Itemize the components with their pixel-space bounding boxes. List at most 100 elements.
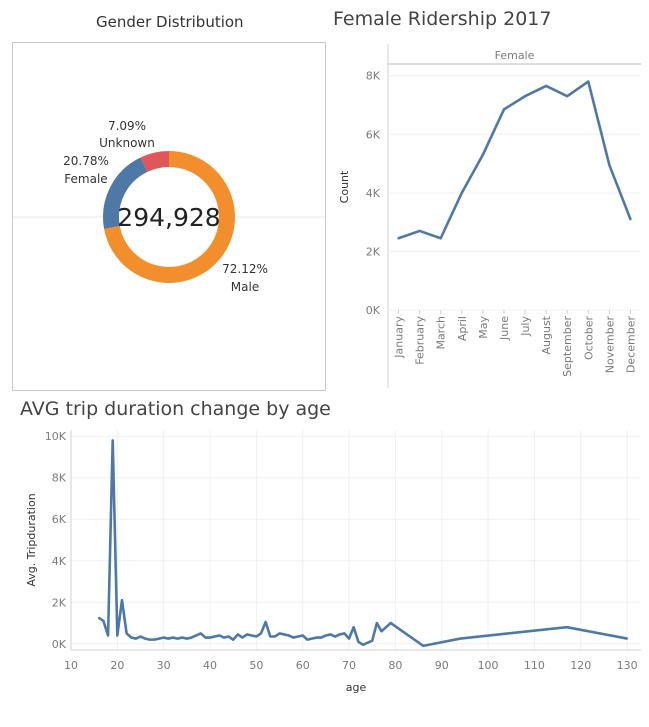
trip-data-point xyxy=(338,633,341,636)
trip-data-point xyxy=(278,632,281,635)
trip-y-tick-label: 0K xyxy=(52,638,67,651)
trip-x-tick-label: 80 xyxy=(388,659,402,672)
trip-data-point xyxy=(626,637,629,640)
trip-data-point xyxy=(195,634,198,637)
ridership-y-tick-label: 4K xyxy=(366,187,381,200)
ridership-y-axis-title: Count xyxy=(338,170,351,203)
ridership-y-tick-label: 6K xyxy=(366,128,381,141)
trip-data-point xyxy=(246,633,249,636)
trip-data-point xyxy=(389,622,392,625)
trip-data-point xyxy=(116,634,119,637)
trip-data-point xyxy=(329,633,332,636)
trip-data-point xyxy=(148,638,151,641)
trip-data-point xyxy=(125,632,128,635)
trip-data-point xyxy=(209,636,212,639)
donut-label-male-percent: 72.12% xyxy=(222,262,268,276)
trip-data-point xyxy=(162,636,165,639)
trip-x-tick-label: 120 xyxy=(570,659,591,672)
trip-data-point xyxy=(310,637,313,640)
ridership-data-point xyxy=(523,95,527,98)
trip-data-point xyxy=(255,635,258,638)
trip-data-point xyxy=(306,638,309,641)
trip-data-point xyxy=(287,634,290,637)
ridership-data-point xyxy=(587,80,590,83)
ridership-data-point xyxy=(502,108,506,111)
trip-y-tick-label: 4K xyxy=(52,555,67,568)
trip-x-tick-label: 70 xyxy=(342,659,356,672)
trip-y-tick-label: 10K xyxy=(45,430,67,443)
trip-data-point xyxy=(348,637,351,640)
trip-data-point xyxy=(361,643,364,646)
donut-slice-female xyxy=(103,157,148,229)
trip-y-axis-title: Avg. Tripduration xyxy=(25,493,38,586)
trip-data-point xyxy=(222,636,225,639)
trip-data-point xyxy=(181,636,184,639)
ridership-header-label: Female xyxy=(495,49,535,62)
ridership-data-point xyxy=(481,153,485,156)
trip-chart-title: AVG trip duration change by age xyxy=(20,398,331,420)
trip-data-point xyxy=(269,635,272,638)
trip-data-point xyxy=(352,626,355,629)
ridership-y-tick-label: 8K xyxy=(366,70,381,83)
ridership-x-tick-label: May xyxy=(477,316,490,339)
ridership-data-point xyxy=(566,95,569,98)
ridership-data-point xyxy=(608,163,611,167)
ridership-x-tick-label: July xyxy=(519,316,532,337)
donut-label-female-name: Female xyxy=(64,172,107,186)
trip-data-point xyxy=(236,633,239,636)
trip-x-tick-label: 130 xyxy=(617,659,638,672)
trip-data-point xyxy=(167,637,170,640)
trip-data-point xyxy=(97,616,100,619)
trip-data-point xyxy=(158,637,161,640)
trip-data-point xyxy=(199,632,202,635)
ridership-x-tick-label: October xyxy=(582,316,595,360)
trip-data-point xyxy=(565,626,568,629)
ridership-x-tick-label: September xyxy=(561,316,574,377)
trip-x-axis-title: age xyxy=(346,681,367,694)
trip-data-point xyxy=(260,632,262,635)
trip-data-point xyxy=(102,619,105,622)
trip-data-point xyxy=(343,632,346,635)
ridership-x-tick-label: April xyxy=(456,316,469,341)
trip-data-point xyxy=(176,637,179,640)
ridership-x-tick-label: June xyxy=(498,316,511,341)
trip-data-point xyxy=(139,635,142,638)
trip-data-point xyxy=(134,637,137,640)
trip-data-point xyxy=(357,640,360,643)
ridership-x-tick-label: November xyxy=(603,316,616,374)
trip-data-point xyxy=(422,644,425,647)
donut-slice-male xyxy=(104,151,235,283)
trip-data-point xyxy=(232,638,235,641)
trip-data-point xyxy=(320,636,323,639)
trip-data-point xyxy=(324,634,327,637)
trip-y-tick-label: 8K xyxy=(52,472,67,485)
ridership-y-tick-label: 0K xyxy=(366,304,381,317)
trip-x-tick-label: 60 xyxy=(296,659,310,672)
trip-data-point xyxy=(241,636,244,639)
gender-chart-frame xyxy=(12,42,326,391)
ridership-data-point xyxy=(544,84,548,88)
trip-x-tick-label: 90 xyxy=(435,659,449,672)
trip-data-point xyxy=(334,635,337,638)
ridership-x-tick-label: January xyxy=(393,316,406,359)
trip-data-point xyxy=(264,620,267,623)
trip-data-point xyxy=(283,633,286,636)
trip-x-tick-label: 30 xyxy=(157,659,171,672)
ridership-data-point xyxy=(397,237,400,240)
donut-label-unknown-name: Unknown xyxy=(99,136,155,150)
trip-data-point xyxy=(380,630,383,633)
donut-label-unknown-percent: 7.09% xyxy=(108,119,146,133)
ridership-data-point xyxy=(439,237,442,240)
donut-label-male-name: Male xyxy=(231,280,259,294)
trip-data-point xyxy=(190,636,193,639)
donut-total-value: 294,928 xyxy=(117,203,220,232)
trip-x-tick-label: 40 xyxy=(203,659,217,672)
ridership-x-tick-label: December xyxy=(624,316,637,374)
ridership-data-point xyxy=(629,218,632,221)
trip-data-point xyxy=(315,636,318,639)
trip-data-point xyxy=(297,635,300,638)
trip-data-point xyxy=(130,636,133,639)
trip-data-point xyxy=(273,635,276,638)
trip-data-point xyxy=(185,637,188,640)
trip-data-point xyxy=(227,635,230,638)
